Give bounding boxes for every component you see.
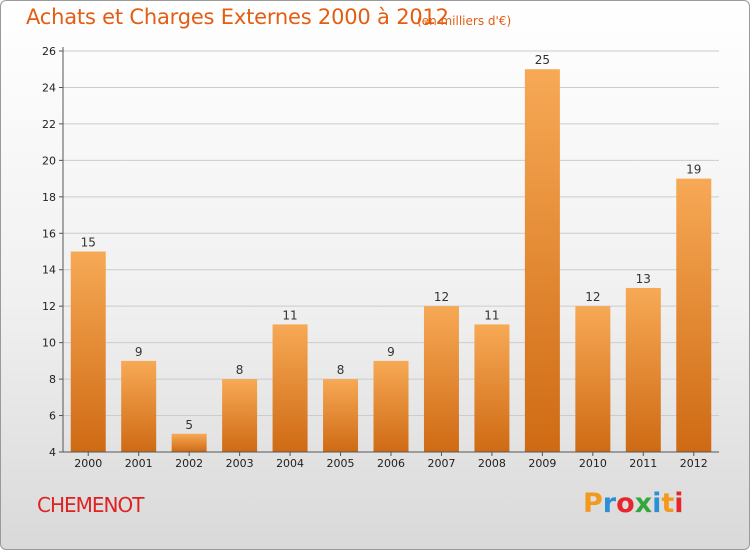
data-label: 8 [337,363,345,377]
logo-letter: t [661,488,675,519]
logo-letter: o [616,488,635,519]
data-label: 11 [484,308,499,322]
y-tick-label: 6 [49,410,56,423]
bar [222,379,258,452]
bar [575,306,611,452]
x-tick-label: 2010 [579,457,607,470]
bar [323,379,359,452]
bar [524,69,560,453]
data-label: 15 [81,236,96,250]
y-tick-label: 16 [42,227,56,240]
bar [70,251,106,452]
x-tick-label: 2008 [478,457,506,470]
x-tick-label: 2002 [175,457,203,470]
axes: 4 6 8 10 12 14 16 18 20 22 24 26 2000 2001 2002 2003 200… [42,45,719,470]
location-name: CHEMENOT [37,493,144,517]
bar [474,324,510,452]
y-tick-label: 22 [42,118,56,131]
bar [625,287,661,452]
bar [423,306,459,452]
data-label: 9 [387,345,395,359]
logo-letter: i [652,488,662,519]
logo-letter: r [602,488,617,519]
y-tick-label: 12 [42,300,56,313]
chart-title: Achats et Charges Externes 2000 à 2012 [26,5,449,29]
data-label: 8 [236,363,244,377]
y-tick-label: 8 [49,373,56,386]
data-label: 12 [434,290,449,304]
data-label: 12 [585,290,600,304]
chart-unit: (en milliers d'€) [417,14,512,28]
data-label: 11 [282,308,297,322]
x-tick-label: 2012 [680,457,708,470]
labels: 15 9 5 8 11 8 9 12 11 25 12 13 19 [81,53,702,432]
logo-letter: i [674,488,684,519]
x-tick-label: 2003 [226,457,254,470]
y-tick-label: 14 [42,264,56,277]
data-label: 25 [535,53,550,67]
bar [272,324,308,452]
y-tick-label: 20 [42,154,56,167]
x-tick-label: 2000 [74,457,102,470]
logo-letter: P [583,488,603,519]
data-label: 5 [185,418,193,432]
proxiti-logo: Proxiti [583,488,684,519]
x-tick-label: 2009 [528,457,556,470]
x-tick-label: 2005 [327,457,355,470]
y-tick-label: 26 [42,45,56,58]
y-tick-label: 10 [42,337,56,350]
y-tick-label: 18 [42,191,56,204]
x-tick-label: 2004 [276,457,304,470]
x-tick-label: 2007 [427,457,455,470]
bar [676,178,712,452]
data-label: 19 [686,163,701,177]
x-tick-label: 2011 [629,457,657,470]
x-tick-label: 2006 [377,457,405,470]
bar [121,360,157,452]
data-label: 9 [135,345,143,359]
y-tick-label: 24 [42,81,56,94]
y-tick-label: 4 [49,446,56,459]
x-tick-label: 2001 [125,457,153,470]
bar [171,433,207,452]
bars [70,69,712,453]
data-label: 13 [636,272,651,286]
logo-letter: x [634,488,653,519]
bar [373,360,409,452]
